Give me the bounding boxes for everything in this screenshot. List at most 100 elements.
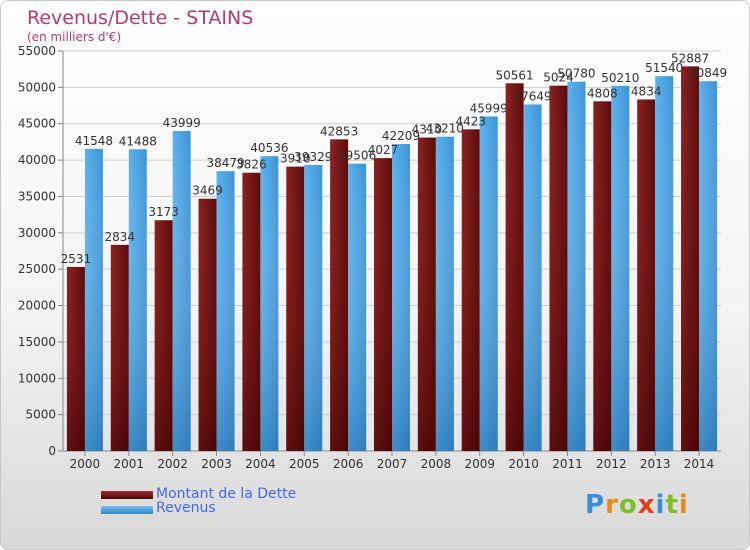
bar-dette-shade — [549, 85, 568, 452]
bar-dette-shade — [505, 83, 524, 452]
bar-revenus-shade — [216, 171, 235, 452]
logo-letter: t — [665, 490, 679, 520]
x-tick-label: 2000 — [70, 457, 101, 471]
data-label-dette: 4027 — [368, 143, 399, 157]
bar-dette-shade — [66, 266, 85, 451]
bar-revenus-shade — [84, 148, 103, 451]
x-tick-label: 2001 — [114, 457, 145, 471]
bar-dette-shade — [417, 137, 436, 451]
x-tick-label: 2014 — [684, 457, 715, 471]
data-label-revenus: 42209 — [382, 129, 420, 143]
bar-revenus-shade — [611, 85, 630, 451]
legend-swatch-revenus — [101, 506, 153, 514]
data-label-dette: 3826 — [236, 158, 267, 172]
logo-letter: i — [678, 490, 689, 520]
data-label-revenus: 50849 — [689, 66, 727, 80]
data-label-revenus: 43210 — [426, 122, 464, 136]
bar-dette-shade — [681, 66, 700, 451]
y-tick-label: 10000 — [18, 371, 56, 385]
data-label-revenus: 47649 — [514, 89, 552, 103]
x-tick-label: 2006 — [333, 457, 364, 471]
bar-revenus-shade — [260, 156, 279, 451]
data-label-revenus: 39329 — [294, 150, 332, 164]
bar-dette-shade — [242, 172, 261, 451]
x-tick-label: 2010 — [508, 457, 539, 471]
data-label-revenus: 45999 — [470, 101, 508, 115]
chart-subtitle: (en milliers d'€) — [27, 30, 122, 44]
logo-letter: r — [605, 490, 619, 520]
data-label-dette: 2834 — [105, 230, 136, 244]
y-tick-label: 40000 — [18, 153, 56, 167]
y-tick-label: 25000 — [18, 262, 56, 276]
y-tick-label: 30000 — [18, 226, 56, 240]
x-tick-label: 2008 — [421, 457, 452, 471]
bar-revenus-shade — [435, 136, 454, 451]
data-label-revenus: 50780 — [557, 67, 595, 81]
data-label-dette: 4423 — [455, 114, 486, 128]
bar-dette-shade — [154, 220, 173, 451]
bar-revenus-shade — [567, 81, 586, 451]
data-label-dette: 42853 — [320, 124, 358, 138]
bar-dette-shade — [330, 139, 349, 452]
bar-dette-shade — [286, 166, 305, 451]
data-label-dette: 3910 — [280, 152, 311, 166]
legend-swatch-dette — [101, 491, 153, 499]
data-label-revenus: 38479 — [206, 156, 244, 170]
data-label-dette: 5024 — [543, 71, 574, 85]
bar-dette-shade — [461, 129, 480, 451]
x-tick-label: 2011 — [552, 457, 583, 471]
data-label-dette: 4834 — [631, 84, 662, 98]
data-label-revenus: 41488 — [119, 134, 157, 148]
bar-revenus-shade — [172, 131, 191, 452]
data-label-revenus: 41548 — [75, 134, 113, 148]
x-tick-label: 2009 — [464, 457, 495, 471]
y-tick-label: 55000 — [18, 44, 56, 58]
bar-dette-shade — [637, 99, 656, 451]
y-tick-label: 50000 — [18, 80, 56, 94]
y-tick-label: 20000 — [18, 299, 56, 313]
legend-label-dette: Montant de la Dette — [156, 486, 297, 502]
data-label-dette: 4808 — [587, 86, 618, 100]
chart-title: Revenus/Dette - STAINS — [27, 7, 254, 29]
bar-dette-shade — [110, 244, 129, 451]
logo-letter: o — [618, 490, 638, 520]
data-label-dette: 4310 — [412, 123, 443, 137]
logo-letter: P — [585, 490, 606, 520]
x-tick-label: 2012 — [596, 457, 627, 471]
x-tick-label: 2007 — [377, 457, 408, 471]
y-tick-label: 35000 — [18, 189, 56, 203]
x-tick-label: 2002 — [157, 457, 188, 471]
y-tick-label: 5000 — [25, 408, 56, 422]
bar-revenus-shade — [128, 149, 147, 451]
data-label-revenus: 39506 — [338, 149, 376, 163]
y-tick-label: 45000 — [18, 117, 56, 131]
bar-revenus-shade — [523, 104, 542, 451]
data-label-dette: 52887 — [671, 51, 709, 65]
logo-letter: x — [637, 490, 656, 520]
logo-letter: i — [655, 490, 666, 520]
bar-revenus-shade — [392, 144, 410, 451]
bar-revenus-shade — [479, 116, 498, 451]
bar-revenus-shade — [304, 164, 323, 452]
bar-revenus-shade — [655, 76, 674, 451]
data-label-dette: 50561 — [496, 68, 534, 82]
legend-label-revenus: Revenus — [156, 500, 216, 516]
data-label-dette: 3469 — [192, 184, 223, 198]
x-tick-label: 2005 — [289, 457, 320, 471]
bar-dette-shade — [593, 101, 612, 451]
data-label-dette: 2531 — [61, 252, 92, 266]
data-label-revenus: 40536 — [250, 141, 288, 155]
proxiti-logo: Proxiti — [585, 490, 689, 520]
x-tick-label: 2013 — [640, 457, 671, 471]
data-label-revenus: 43999 — [163, 116, 201, 130]
x-tick-label: 2003 — [201, 457, 232, 471]
bar-dette-shade — [374, 158, 392, 452]
data-label-revenus: 50210 — [601, 71, 639, 85]
y-tick-label: 0 — [48, 444, 56, 458]
data-label-dette: 3173 — [148, 205, 179, 219]
bar-dette-shade — [198, 198, 217, 451]
y-tick-label: 15000 — [18, 335, 56, 349]
data-label-revenus: 51540 — [645, 61, 683, 75]
